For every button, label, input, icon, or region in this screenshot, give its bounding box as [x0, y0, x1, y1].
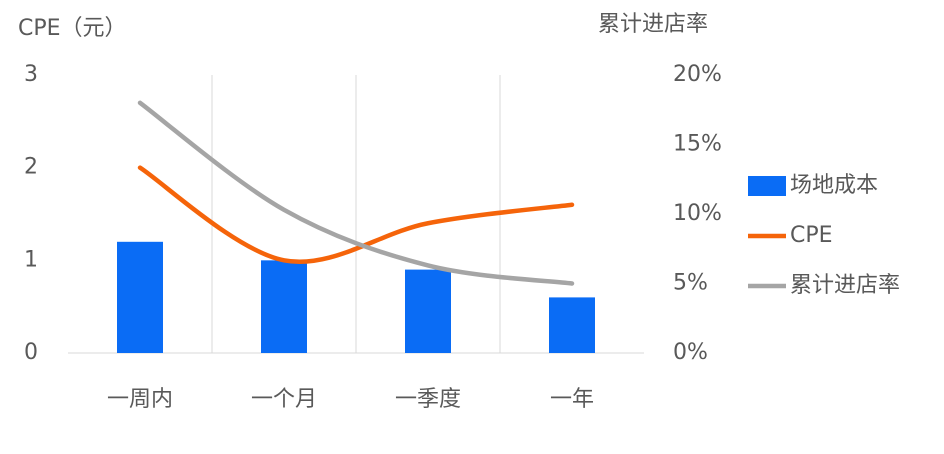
- x-tick-label: 一周内: [107, 387, 173, 412]
- y-tick-label: 2: [24, 155, 38, 180]
- legend-label: CPE: [790, 223, 833, 248]
- bar: [261, 260, 307, 353]
- y2-tick-label: 0%: [673, 340, 708, 365]
- y2-tick-label: 15%: [673, 132, 722, 157]
- y2-axis-title: 累计进店率: [598, 12, 708, 37]
- y-tick-label: 0: [24, 340, 38, 365]
- y-tick-label: 3: [24, 62, 38, 87]
- y-tick-label: 1: [24, 247, 38, 272]
- line: [137, 165, 575, 264]
- legend-label: 场地成本: [790, 173, 878, 198]
- x-tick-label: 一季度: [395, 387, 461, 412]
- bar: [405, 269, 451, 353]
- x-tick-label: 一个月: [251, 387, 317, 412]
- bar: [549, 297, 595, 353]
- y-axis-title: CPE（元）: [18, 16, 127, 41]
- legend-swatch: [748, 176, 786, 196]
- x-tick-label: 一年: [550, 387, 594, 412]
- legend-label: 累计进店率: [790, 273, 900, 298]
- y2-tick-label: 20%: [673, 62, 722, 87]
- y2-tick-label: 10%: [673, 201, 722, 226]
- line: [137, 100, 575, 286]
- bar: [117, 241, 163, 353]
- y2-tick-label: 5%: [673, 271, 708, 296]
